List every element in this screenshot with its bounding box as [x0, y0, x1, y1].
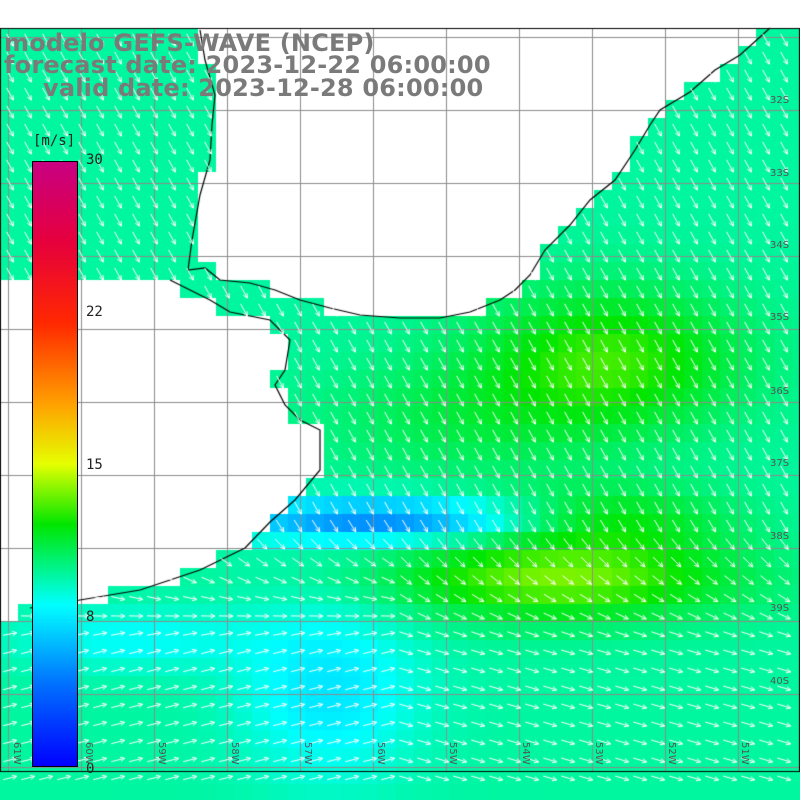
colorbar-tick-0: 0	[86, 761, 95, 777]
lon-label-55w: 55W	[447, 742, 458, 765]
colorbar-tick-8: 8	[86, 609, 95, 625]
lon-label-57w: 57W	[302, 742, 313, 765]
colorbar-tick-22: 22	[86, 304, 103, 320]
lon-label-59w: 59W	[156, 742, 167, 765]
lon-label-53w: 53W	[593, 742, 604, 765]
lon-label-58w: 58W	[229, 742, 240, 765]
map-title-model: modelo GEFS-WAVE (NCEP)	[4, 29, 375, 57]
colorbar-units: [m/s]	[33, 133, 76, 149]
lon-label-60w: 60W	[83, 742, 94, 765]
lat-label-38s: 38S	[770, 531, 790, 542]
lat-label-39s: 39S	[770, 603, 790, 614]
colorbar-tick-15: 15	[86, 457, 103, 473]
lat-label-32s: 32S	[770, 95, 790, 106]
lat-label-35s: 35S	[770, 312, 790, 323]
colorbar	[32, 161, 78, 767]
lon-label-52w: 52W	[666, 742, 677, 765]
colorbar-tick-30: 30	[86, 152, 103, 168]
lon-label-61w: 61W	[11, 742, 22, 765]
lon-label-56w: 56W	[375, 742, 386, 765]
lat-label-33s: 33S	[770, 168, 790, 179]
map-title-forecast-date: forecast date: 2023-12-22 06:00:00	[4, 51, 491, 79]
lon-label-54w: 54W	[520, 742, 531, 765]
lon-label-51w: 51W	[739, 742, 750, 765]
lat-label-34s: 34S	[770, 240, 790, 251]
lat-label-40s: 40S	[770, 676, 790, 687]
lat-label-37s: 37S	[770, 458, 790, 469]
lat-label-36s: 36S	[770, 386, 790, 397]
map-title-valid-date: valid date: 2023-12-28 06:00:00	[43, 74, 484, 102]
